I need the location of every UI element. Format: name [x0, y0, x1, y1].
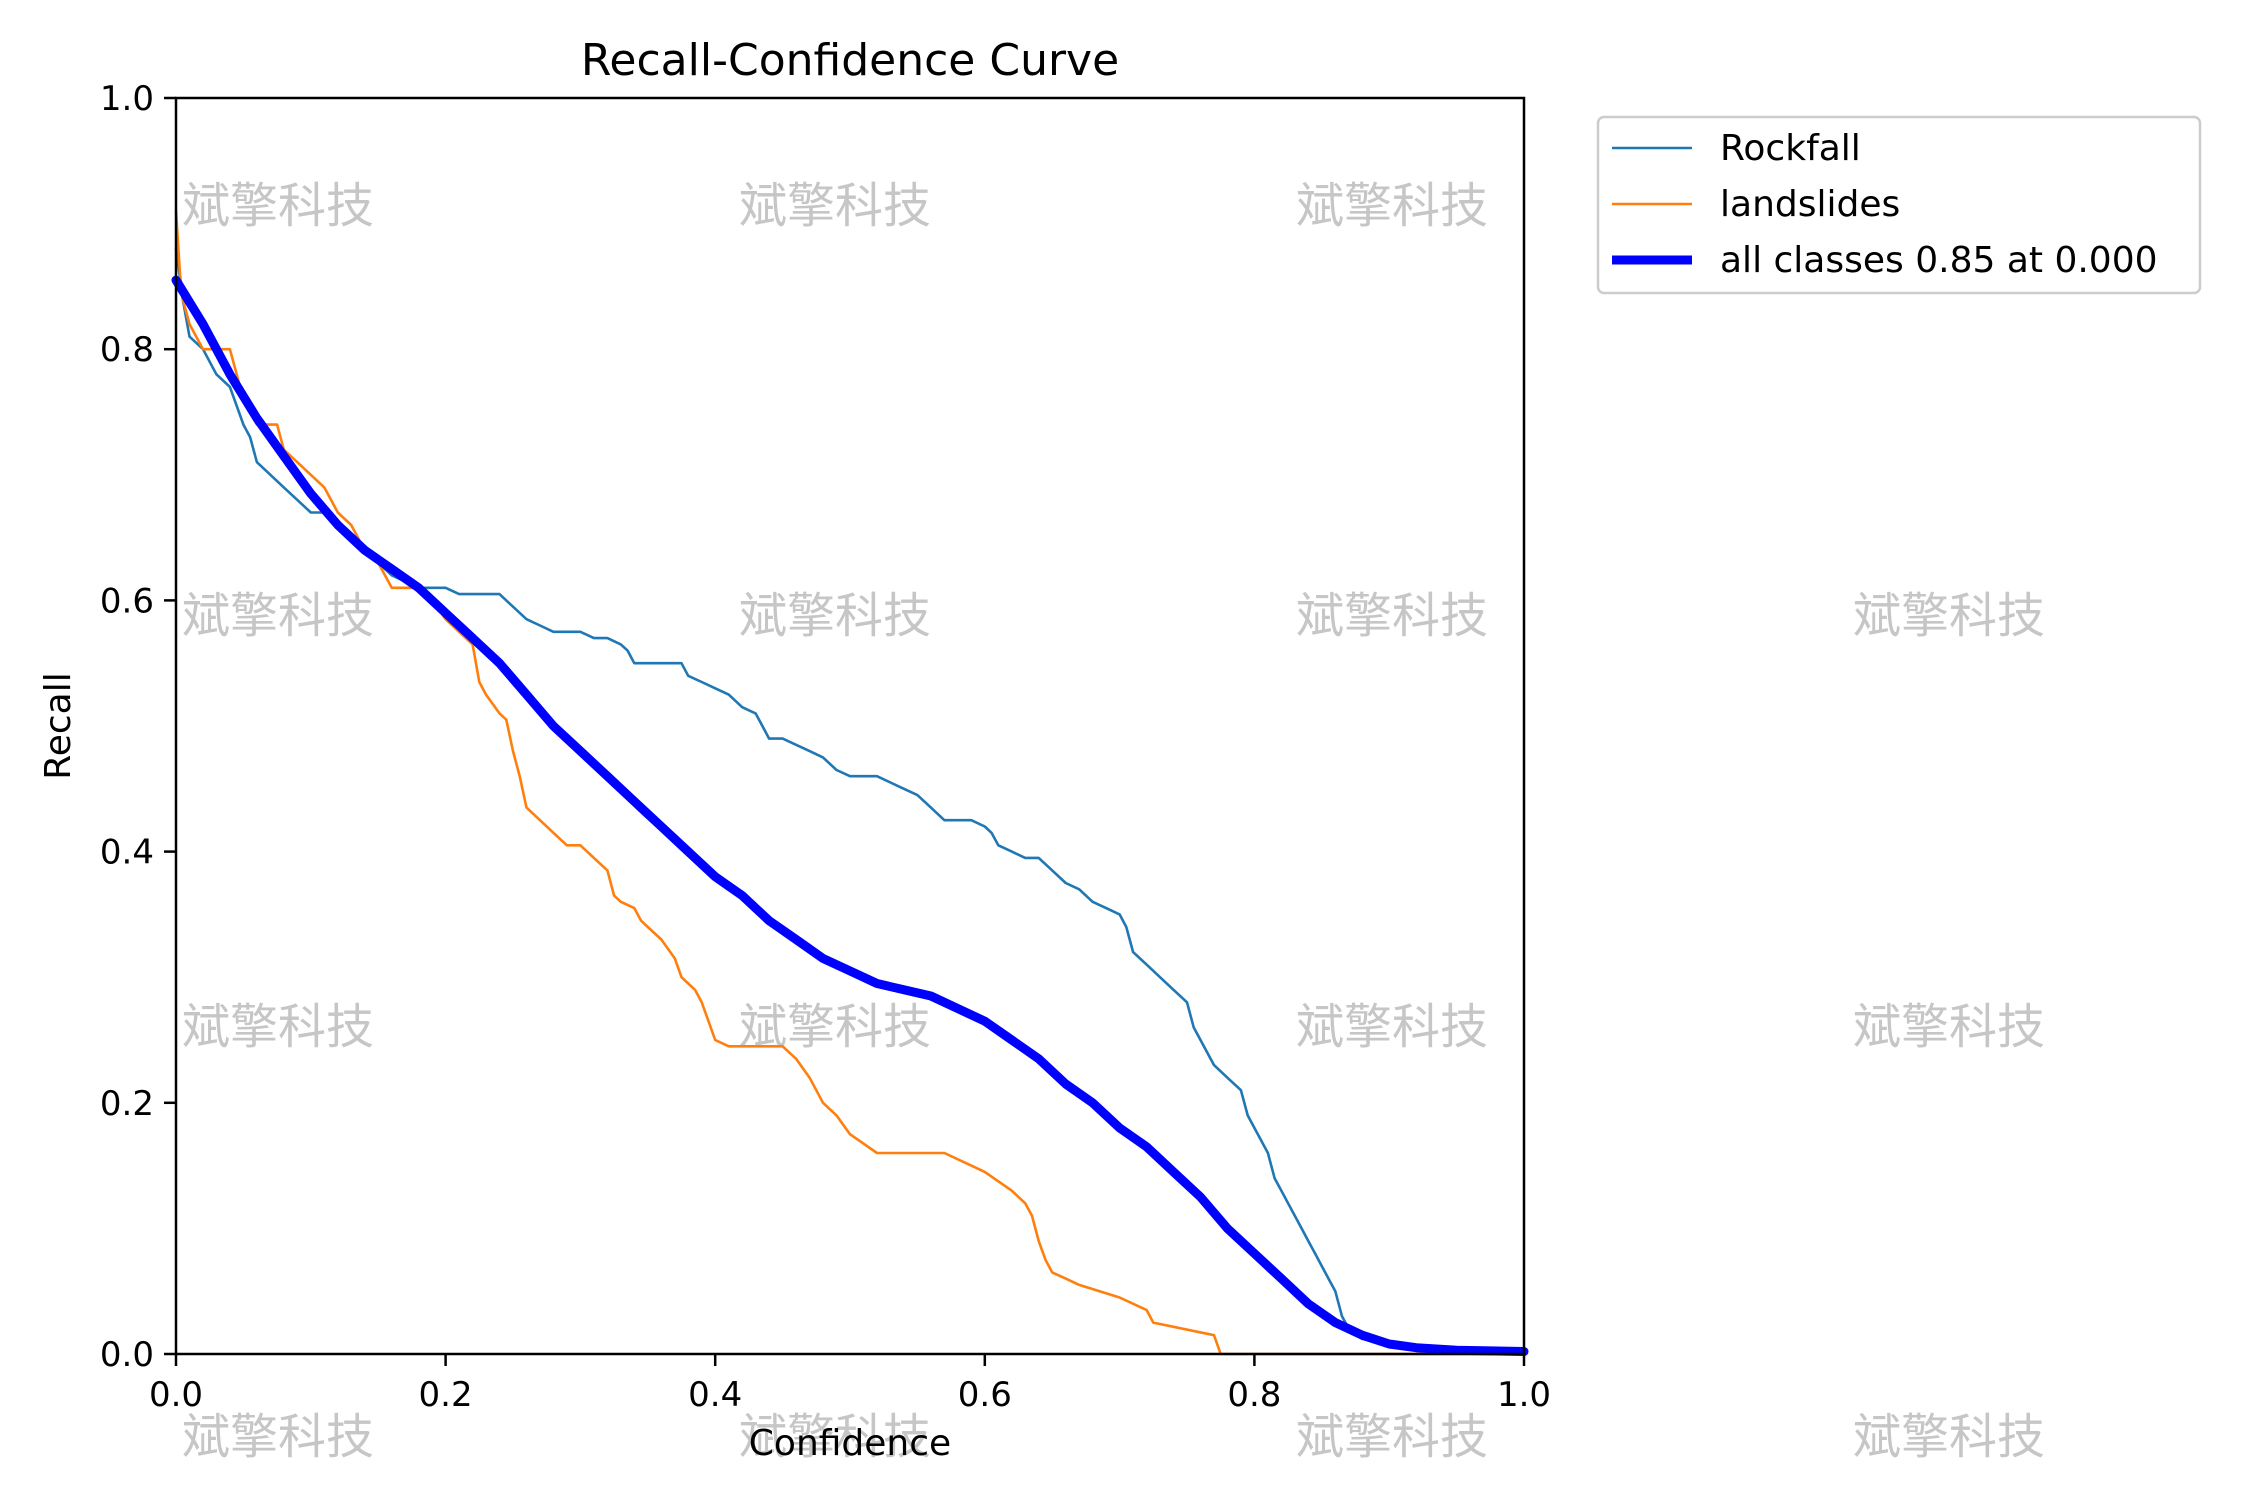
x-tick-label-4: 0.8 [1227, 1375, 1281, 1415]
watermark-text-7: 斌擎科技 [1853, 588, 2045, 644]
series-line-all [171, 275, 1529, 1356]
series-line-landslides [174, 209, 1526, 1356]
plot-frame [174, 96, 1526, 1356]
y-axis-label: Recall [38, 672, 79, 779]
watermark-text-14: 斌擎科技 [1296, 1409, 1488, 1465]
watermark-text-11: 斌擎科技 [1853, 999, 2045, 1055]
y-axis-ticks: 0.0 0.2 0.4 0.6 0.8 1.0 [100, 79, 176, 1375]
legend-box [1596, 115, 2202, 295]
x-axis-ticks: 0.0 0.2 0.4 0.6 0.8 1.0 [149, 1354, 1551, 1415]
legend-label-2: all classes 0.85 at 0.000 [1720, 240, 2158, 281]
y-tick-label-2: 0.4 [100, 833, 154, 873]
y-tick-label-1: 0.2 [100, 1084, 154, 1124]
watermark-text-0: 斌擎科技 [182, 178, 374, 234]
x-axis-label: Confidence [749, 1423, 951, 1464]
y-tick-label-5: 1.0 [100, 79, 154, 119]
watermark-text-15: 斌擎科技 [1853, 1409, 2045, 1465]
x-tick-label-5: 1.0 [1497, 1375, 1551, 1415]
chart-title: Recall-Confidence Curve [581, 35, 1119, 86]
watermark-text-2: 斌擎科技 [1296, 178, 1488, 234]
x-tick-label-2: 0.4 [688, 1375, 742, 1415]
y-tick-label-0: 0.0 [100, 1335, 154, 1375]
x-tick-label-3: 0.6 [958, 1375, 1012, 1415]
y-tick-label-4: 0.8 [100, 330, 154, 370]
watermark-text-6: 斌擎科技 [1296, 588, 1488, 644]
watermark-text-8: 斌擎科技 [182, 999, 374, 1055]
watermark-text-12: 斌擎科技 [182, 1409, 374, 1465]
watermark-text-13: 斌擎科技 [739, 1409, 931, 1465]
series-layer [171, 209, 1529, 1356]
watermark-text-1: 斌擎科技 [739, 178, 931, 234]
watermark-text-4: 斌擎科技 [182, 588, 374, 644]
legend: Rockfall landslides all classes 0.85 at 0.… [1596, 115, 2202, 295]
legend-label-0: Rockfall [1720, 128, 1861, 169]
x-tick-label-1: 0.2 [419, 1375, 473, 1415]
legend-label-1: landslides [1720, 184, 1900, 225]
watermark-text-5: 斌擎科技 [739, 588, 931, 644]
x-tick-label-0: 0.0 [149, 1375, 203, 1415]
y-tick-label-3: 0.6 [100, 581, 154, 621]
watermark-text-10: 斌擎科技 [1296, 999, 1488, 1055]
